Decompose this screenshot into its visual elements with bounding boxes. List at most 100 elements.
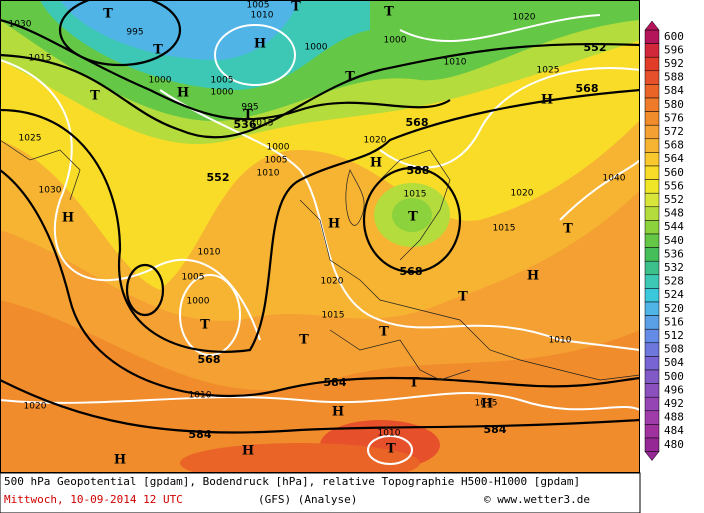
contour bbox=[0, 42, 640, 139]
color-swatch bbox=[644, 315, 660, 330]
isobar bbox=[367, 435, 413, 465]
color-swatch bbox=[644, 97, 660, 112]
coastline bbox=[329, 329, 471, 381]
contour bbox=[125, 263, 165, 317]
isobar-label: 1000 bbox=[211, 88, 234, 98]
pressure-center: H bbox=[332, 405, 344, 420]
pressure-center: T bbox=[563, 222, 573, 237]
pressure-center: T bbox=[345, 70, 355, 85]
colorbar-label: 484 bbox=[664, 424, 684, 437]
pressure-center: T bbox=[103, 7, 113, 22]
isobar-label: 1020 bbox=[511, 189, 534, 199]
colorbar-label: 532 bbox=[664, 261, 684, 274]
geopotential-label: 588 bbox=[407, 164, 430, 177]
color-swatch bbox=[644, 274, 660, 289]
isobar-label: 1015 bbox=[493, 224, 516, 234]
coastline bbox=[299, 199, 640, 381]
pressure-center: T bbox=[409, 376, 419, 391]
pressure-center: H bbox=[242, 444, 254, 459]
colorbar: 6005965925885845805765725685645605565525… bbox=[644, 20, 684, 462]
colorbar-label: 524 bbox=[664, 288, 684, 301]
pressure-center: T bbox=[200, 318, 210, 333]
colorbar-label: 584 bbox=[664, 84, 684, 97]
isobar-label: 1020 bbox=[513, 13, 536, 23]
colorbar-label: 544 bbox=[664, 220, 684, 233]
colorbar-label: 568 bbox=[664, 139, 684, 152]
colorbar-label: 504 bbox=[664, 356, 684, 369]
color-swatch bbox=[644, 138, 660, 153]
colorbar-label: 596 bbox=[664, 43, 684, 56]
pressure-center: H bbox=[254, 37, 266, 52]
pressure-center: T bbox=[90, 89, 100, 104]
contour bbox=[362, 166, 462, 274]
coastline bbox=[345, 169, 365, 226]
isobar-label: 1020 bbox=[24, 402, 47, 412]
isobar bbox=[399, 14, 601, 43]
color-swatch bbox=[644, 328, 660, 344]
colorbar-arrow bbox=[644, 451, 660, 462]
geopotential-label: 552 bbox=[584, 41, 607, 54]
isobar-label: 1015 bbox=[475, 399, 498, 409]
color-swatch bbox=[644, 124, 660, 140]
pressure-center: H bbox=[62, 211, 74, 226]
isobar-label: 1000 bbox=[267, 143, 290, 153]
field bbox=[180, 443, 420, 473]
isobar-label: 1005 bbox=[247, 1, 270, 11]
color-swatch bbox=[644, 301, 660, 316]
geopotential-label: 568 bbox=[198, 353, 221, 366]
isobar bbox=[179, 274, 241, 356]
pressure-center: T bbox=[243, 108, 253, 123]
isobar-label: 1015 bbox=[404, 190, 427, 200]
colorbar-label: 588 bbox=[664, 71, 684, 84]
isobar-label: 1010 bbox=[378, 429, 401, 439]
isobar-label: 1010 bbox=[257, 169, 280, 179]
pressure-center: T bbox=[458, 290, 468, 305]
isobar-label: 1005 bbox=[182, 273, 205, 283]
isobar-label: 1010 bbox=[549, 336, 572, 346]
color-swatch bbox=[644, 165, 660, 180]
colorbar-label: 552 bbox=[664, 193, 684, 206]
colorbar-label: 516 bbox=[664, 315, 684, 328]
color-swatch bbox=[644, 84, 660, 99]
isobar bbox=[0, 59, 261, 341]
colorbar-label: 528 bbox=[664, 275, 684, 288]
colorbar-label: 500 bbox=[664, 370, 684, 383]
colorbar-label: 520 bbox=[664, 302, 684, 315]
colorbar-label: 576 bbox=[664, 111, 684, 124]
colorbar-label: 572 bbox=[664, 125, 684, 138]
geopotential-label: 584 bbox=[484, 423, 507, 436]
colorbar-label: 492 bbox=[664, 397, 684, 410]
color-swatch bbox=[644, 247, 660, 262]
colorbar-label: 488 bbox=[664, 411, 684, 424]
footer-description: 500 hPa Geopotential [gpdam], Bodendruck… bbox=[4, 475, 580, 488]
labels: 1030101599510051010100010001010102010251… bbox=[9, 0, 626, 468]
footer-source: © www.wetter3.de bbox=[484, 493, 590, 506]
colorbar-label: 600 bbox=[664, 30, 684, 43]
pressure-center: T bbox=[153, 43, 163, 58]
color-swatch bbox=[644, 424, 660, 439]
geopotential-label: 584 bbox=[324, 376, 347, 389]
colorbar-label: 480 bbox=[664, 438, 684, 451]
geopotential-lines bbox=[0, 0, 640, 434]
geopotential-label: 552 bbox=[207, 171, 230, 184]
geopotential-label: 584 bbox=[189, 428, 212, 441]
color-swatch bbox=[644, 342, 660, 357]
coastlines bbox=[0, 139, 640, 381]
isobar-label: 1010 bbox=[251, 11, 274, 21]
pressure-center: H bbox=[328, 217, 340, 232]
isobar-label: 1020 bbox=[364, 136, 387, 146]
color-swatch bbox=[644, 288, 660, 303]
pressure-center: T bbox=[299, 333, 309, 348]
contour bbox=[58, 0, 182, 67]
contour bbox=[0, 379, 640, 434]
color-swatch bbox=[644, 233, 660, 248]
pressure-center: H bbox=[527, 269, 539, 284]
color-swatch bbox=[644, 206, 660, 221]
geopotential-label: 536 bbox=[234, 118, 257, 131]
isobars bbox=[0, 14, 640, 465]
isobar-label: 1030 bbox=[9, 20, 32, 30]
isobar-label: 1025 bbox=[19, 134, 42, 144]
isobar-label: 1000 bbox=[149, 76, 172, 86]
isobar-label: 1015 bbox=[29, 54, 52, 64]
contour bbox=[0, 169, 640, 398]
